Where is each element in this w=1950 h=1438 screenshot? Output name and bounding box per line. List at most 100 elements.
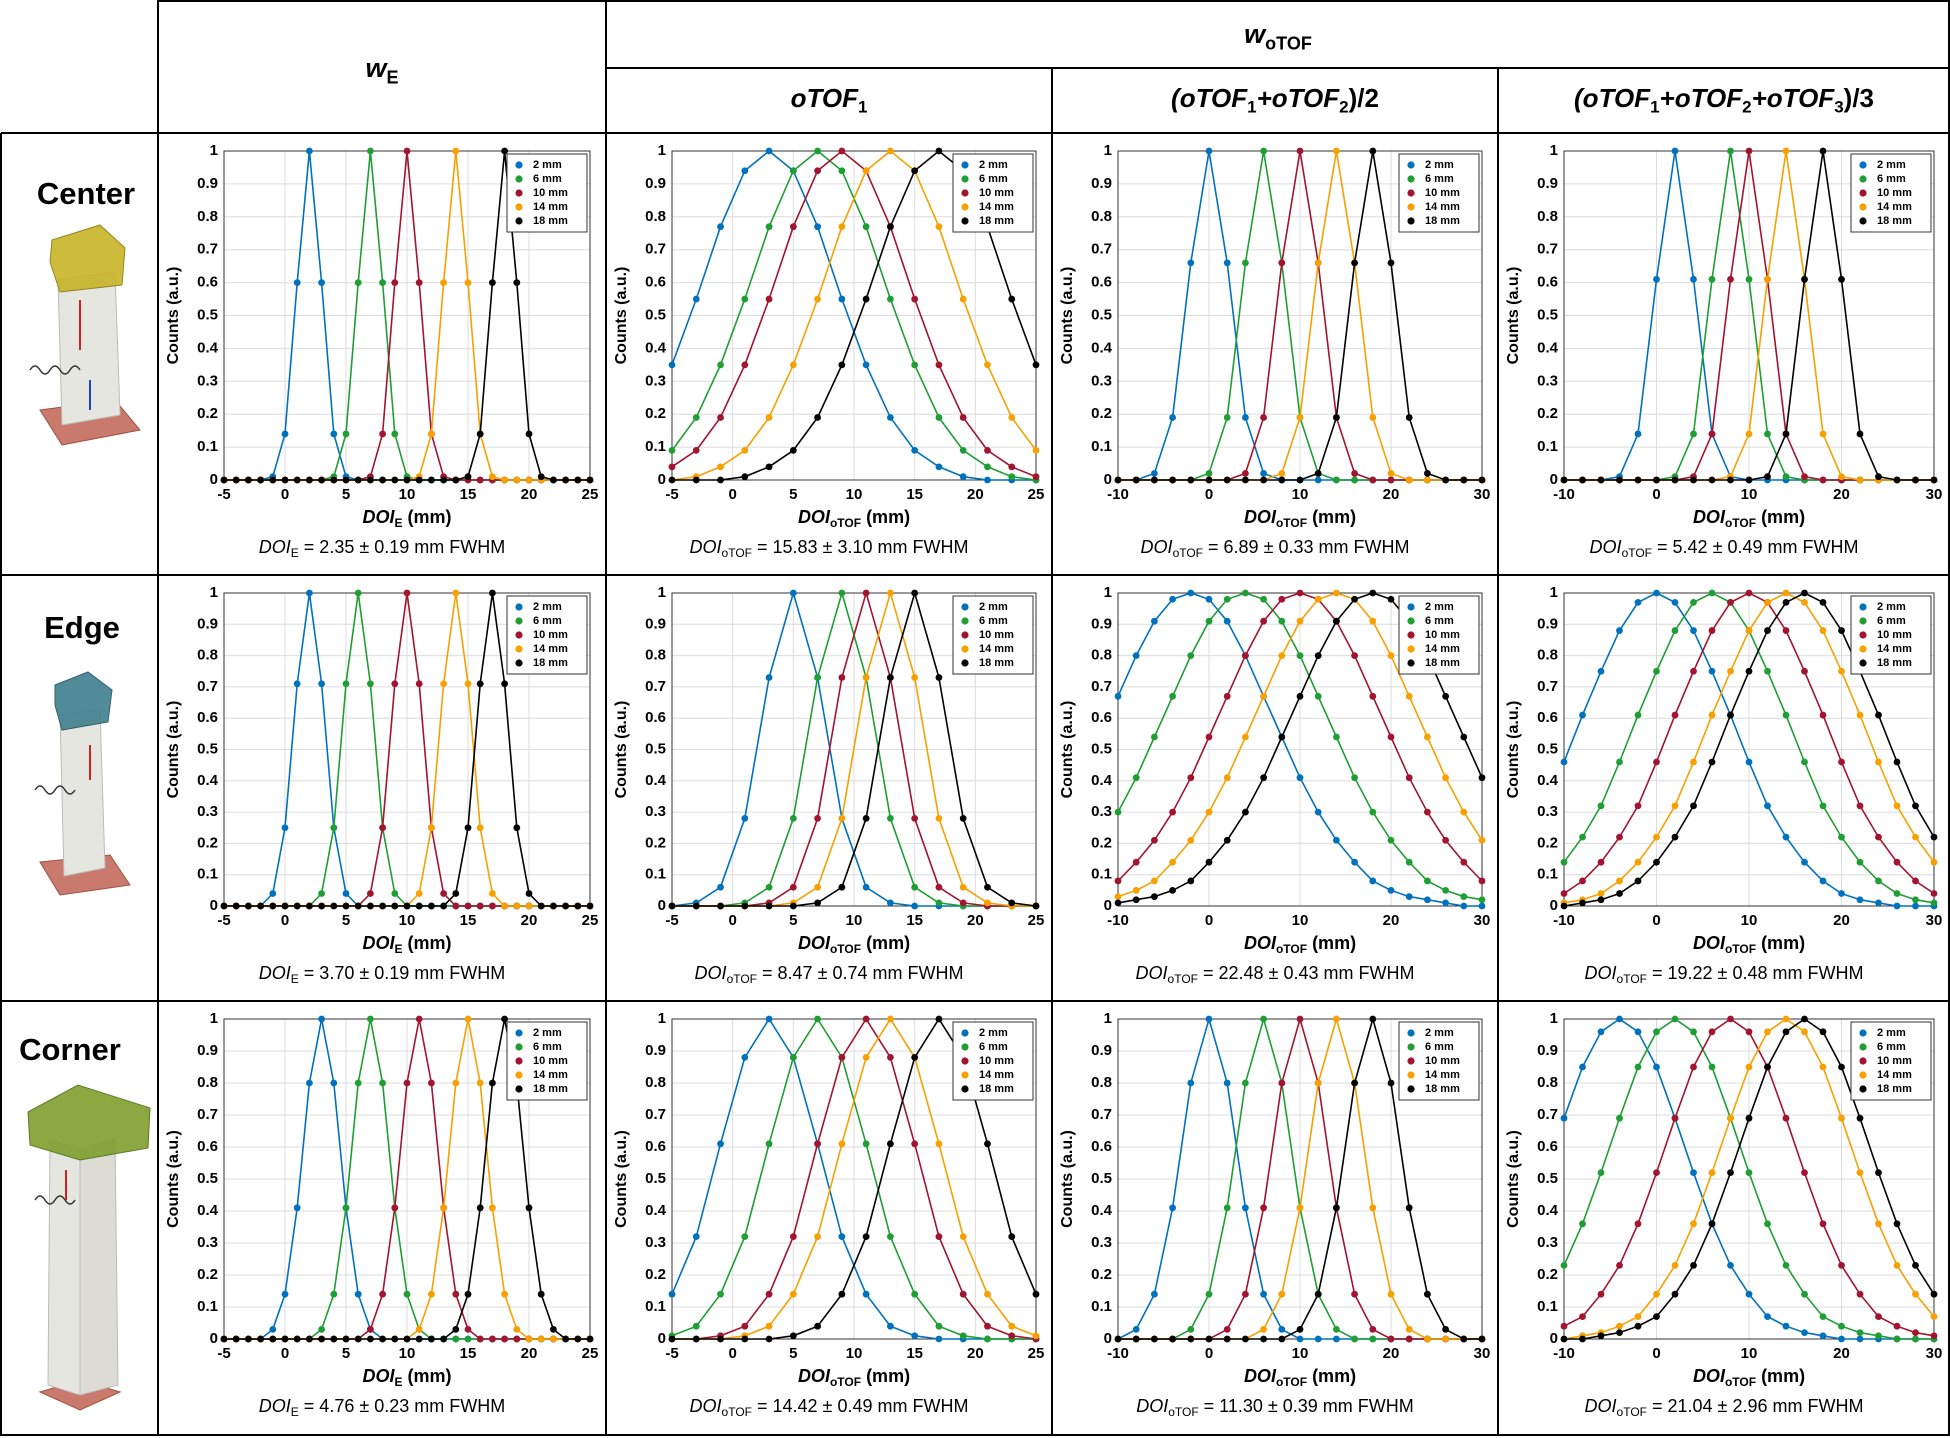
caption: DOIoTOF = 14.42 ± 0.49 mm FWHM — [690, 1396, 969, 1419]
data-point — [1114, 1335, 1122, 1343]
data-point — [330, 1335, 338, 1343]
y-tick-label: 0.6 — [197, 274, 218, 291]
data-point — [1387, 652, 1395, 659]
data-point — [1708, 1220, 1716, 1228]
text-part: = 22.48 ± 0.43 mm FWHM — [1198, 963, 1414, 983]
data-point — [464, 279, 472, 286]
data-point — [668, 476, 676, 484]
legend-marker — [961, 175, 969, 183]
text-part: w — [1244, 19, 1267, 49]
subscript: oTOF — [1725, 942, 1756, 956]
y-tick-label: 0.4 — [1091, 339, 1113, 356]
x-tick-label: 20 — [521, 486, 538, 503]
text-part: +oTOF — [1660, 83, 1744, 113]
x-tick-label: 20 — [1833, 1345, 1850, 1362]
data-point — [367, 147, 374, 155]
data-point — [1296, 652, 1304, 659]
data-point — [1875, 833, 1882, 841]
text-part: DOI — [695, 963, 727, 983]
data-point — [1223, 1335, 1231, 1343]
data-point — [293, 1204, 301, 1212]
data-point — [1819, 476, 1827, 484]
data-point — [814, 674, 821, 681]
data-point — [1727, 147, 1734, 155]
y-tick-label: 0.9 — [1537, 175, 1558, 192]
data-point — [574, 902, 582, 910]
data-point — [1690, 1028, 1697, 1036]
data-point — [887, 674, 894, 681]
data-point — [1187, 652, 1195, 659]
crystal-illustration — [29, 224, 141, 446]
data-point — [765, 414, 773, 421]
data-point — [354, 902, 362, 910]
y-tick-label: 0.7 — [1537, 241, 1558, 258]
data-point — [1764, 802, 1771, 810]
data-point — [1205, 1290, 1213, 1298]
x-tick-label: 20 — [967, 912, 984, 929]
legend-label: 6 mm — [979, 173, 1008, 185]
y-tick-label: 0.7 — [1091, 1106, 1112, 1123]
crystal — [79, 1137, 119, 1396]
legend-marker — [1407, 1071, 1415, 1079]
data-point — [1405, 893, 1413, 901]
legend-label: 2 mm — [1877, 159, 1906, 171]
data-point — [814, 223, 821, 231]
data-point — [1223, 1079, 1231, 1087]
data-point — [935, 463, 943, 471]
legend-label: 6 mm — [979, 615, 1008, 627]
x-tick-label: 10 — [1741, 912, 1758, 929]
data-point — [1560, 1322, 1568, 1330]
text-part: DOI — [798, 933, 831, 953]
data-point — [789, 361, 797, 369]
data-point — [1856, 896, 1864, 904]
data-point — [935, 899, 943, 907]
text-part: = 19.22 ± 0.48 mm FWHM — [1647, 963, 1863, 983]
data-point — [814, 1322, 821, 1330]
data-point — [1114, 899, 1122, 907]
data-point — [220, 476, 228, 484]
legend-marker — [1859, 1029, 1867, 1037]
data-point — [464, 902, 472, 910]
data-point — [1132, 652, 1140, 659]
data-point — [692, 414, 700, 421]
data-point — [1242, 652, 1249, 659]
legend-marker — [1859, 1057, 1867, 1065]
data-point — [1819, 802, 1827, 810]
y-tick-label: 0 — [1104, 897, 1112, 914]
legend-marker — [961, 1057, 969, 1065]
data-point — [1653, 589, 1660, 597]
legend-label: 18 mm — [533, 215, 568, 227]
legend-marker — [515, 203, 523, 211]
data-point — [306, 1079, 313, 1087]
data-point — [1460, 1335, 1468, 1343]
data-point — [1875, 1332, 1882, 1340]
caption: DOIoTOF = 19.22 ± 0.48 mm FWHM — [1585, 963, 1864, 986]
data-point — [1634, 1322, 1642, 1330]
data-point — [862, 1290, 870, 1298]
data-point — [1114, 692, 1122, 700]
data-point — [1893, 1220, 1901, 1228]
data-point — [391, 1335, 399, 1343]
x-tick-label: 20 — [967, 486, 984, 503]
x-tick-label: 20 — [967, 1345, 984, 1362]
y-tick-label: 0.8 — [1091, 647, 1112, 664]
data-point — [367, 476, 374, 484]
data-point — [959, 295, 967, 303]
legend-label: 6 mm — [1425, 615, 1454, 627]
data-point — [1893, 1335, 1901, 1343]
y-tick-label: 0.5 — [1091, 1170, 1112, 1187]
data-point — [1242, 259, 1249, 267]
legend-label: 10 mm — [979, 1055, 1014, 1067]
data-point — [911, 446, 919, 454]
y-tick-label: 0.8 — [197, 1074, 218, 1091]
y-tick-label: 0.3 — [197, 1234, 218, 1251]
data-point — [1132, 896, 1140, 904]
data-point — [537, 1335, 545, 1343]
data-point — [1579, 877, 1586, 885]
x-tick-label: 25 — [1028, 912, 1045, 929]
data-point — [1616, 627, 1623, 634]
data-point — [765, 223, 773, 231]
y-tick-label: 0.9 — [1537, 615, 1558, 632]
data-point — [789, 1332, 797, 1340]
data-point — [379, 476, 386, 484]
